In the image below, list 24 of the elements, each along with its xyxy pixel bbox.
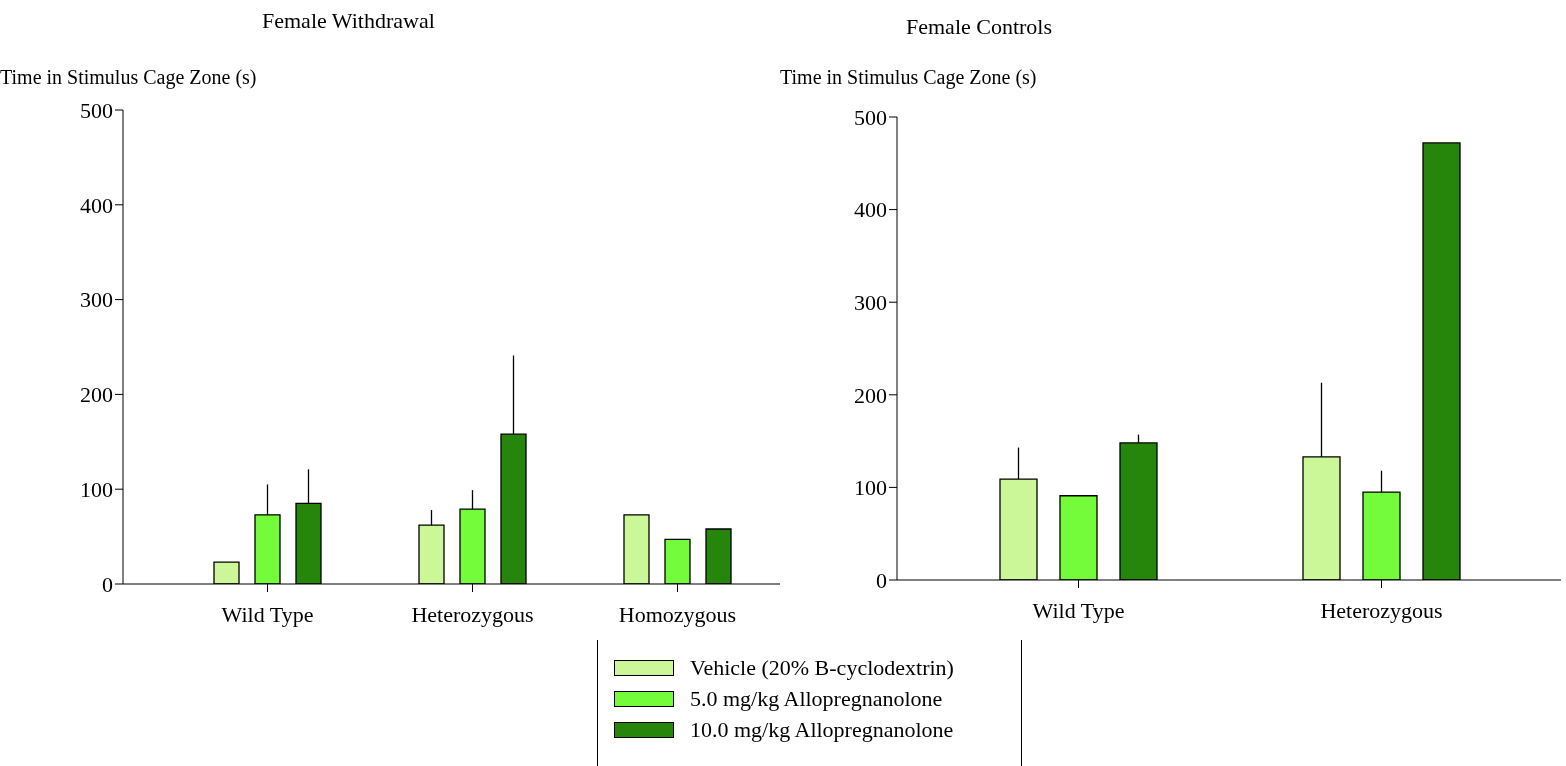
x-tick-label: Heterozygous [1320, 597, 1443, 623]
y-tick-label: 300 [80, 287, 113, 313]
y-tick-label: 100 [80, 477, 113, 503]
x-tick-label: Wild Type [221, 601, 314, 627]
y-tick-label: 400 [80, 192, 113, 218]
y-tick-label: 500 [854, 104, 887, 130]
y-tick-label: 200 [80, 382, 113, 408]
y-tick-label: 0 [876, 567, 887, 593]
x-tick-label: Wild Type [1032, 597, 1125, 623]
legend-label: 5.0 mg/kg Allopregnanolone [690, 685, 943, 712]
y-axis-title: Time in Stimulus Cage Zone (s) [0, 66, 257, 89]
chart-title: Female Withdrawal [262, 8, 435, 34]
y-axis-title: Time in Stimulus Cage Zone (s) [780, 66, 1037, 89]
legend-label: Vehicle (20% B-cyclodextrin) [690, 654, 954, 681]
chart-title: Female Controls [906, 14, 1053, 40]
y-tick-label: 0 [102, 571, 113, 597]
y-tick-label: 100 [854, 475, 887, 501]
y-tick-label: 400 [854, 197, 887, 223]
x-tick-label: Heterozygous [411, 601, 534, 627]
legend-label: 10.0 mg/kg Allopregnanolone [690, 716, 954, 743]
y-tick-label: 300 [854, 290, 887, 316]
y-tick-label: 200 [854, 382, 887, 408]
y-tick-label: 500 [80, 97, 113, 123]
x-tick-label: Homozygous [618, 601, 737, 627]
